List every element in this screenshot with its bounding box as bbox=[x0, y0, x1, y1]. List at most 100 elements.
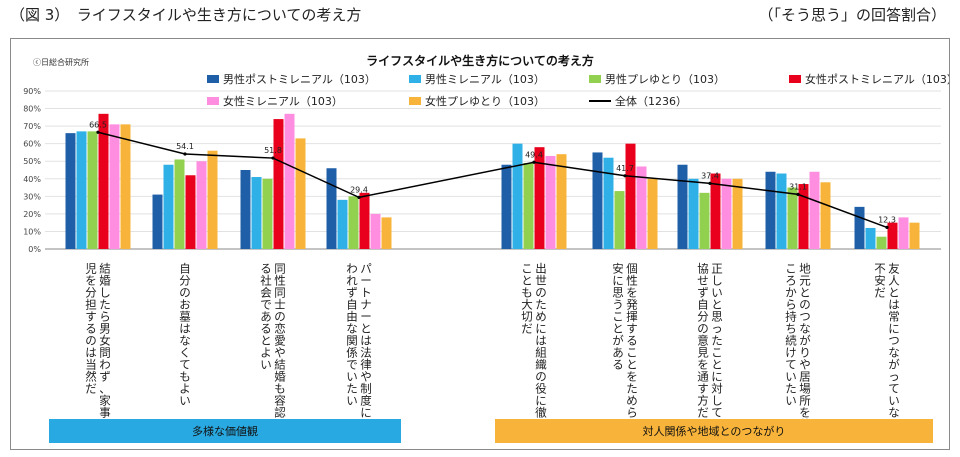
chart-source: ⓒ日総合研究所 bbox=[33, 57, 89, 67]
chart-frame: ライフスタイルや生き方についての考え方 ⓒ日総合研究所 0% 10% 20% 30% 4… bbox=[10, 38, 950, 450]
bar bbox=[787, 187, 798, 249]
bar bbox=[295, 138, 306, 249]
legend-swatch bbox=[589, 75, 601, 83]
bars bbox=[65, 113, 920, 249]
category-label: 友人とは常につながっていないと不安だ bbox=[874, 262, 900, 444]
bar bbox=[523, 162, 534, 249]
category-label: 個性を発揮することをためらい不安に思うことがある bbox=[612, 262, 638, 444]
total-point bbox=[708, 181, 712, 185]
legend-label: 女性ミレニアル（103） bbox=[223, 94, 343, 108]
total-data-label: 54.1 bbox=[176, 142, 194, 151]
bar bbox=[207, 150, 218, 249]
bar bbox=[251, 177, 262, 249]
bar bbox=[556, 154, 567, 249]
total-point bbox=[796, 192, 800, 197]
bar bbox=[699, 192, 710, 249]
y-tick-label: 30% bbox=[23, 192, 41, 201]
y-tick-label: 10% bbox=[23, 227, 41, 236]
category-labels: 結婚したら男女問わず、家事や育児を分担するのは当然だ 自分のお墓はなくてもよい 同性… bbox=[85, 262, 900, 444]
total-data-label: 29.4 bbox=[350, 185, 368, 194]
legend-label: 男性プレゆとり（103） bbox=[605, 72, 725, 86]
bar bbox=[326, 168, 337, 249]
figure-note: （「そう思う」の回答割合） bbox=[758, 6, 946, 24]
total-data-label: 41.7 bbox=[616, 164, 634, 173]
bar bbox=[647, 178, 658, 249]
total-data-label: 12.3 bbox=[878, 215, 896, 224]
bar bbox=[337, 199, 348, 249]
group-label: 多様な価値観 bbox=[192, 424, 258, 438]
category-label: 自分のお墓はなくてもよい bbox=[179, 262, 191, 408]
y-tick-label: 50% bbox=[23, 157, 41, 166]
total-data-label: 49.4 bbox=[525, 150, 543, 159]
category-label: 出世のためには組織の役に徹することも大切だ bbox=[521, 262, 547, 444]
bar bbox=[534, 147, 545, 249]
total-point bbox=[357, 195, 361, 199]
legend-swatch bbox=[207, 97, 219, 105]
y-tick-label: 80% bbox=[23, 105, 41, 114]
y-tick-label: 70% bbox=[23, 122, 41, 131]
bar bbox=[545, 155, 556, 249]
y-tick-label: 90% bbox=[23, 87, 41, 96]
total-line: 66.5 54.1 51.8 29.4 49.4 41.7 37.4 31.1 12.3 bbox=[89, 120, 896, 230]
bar bbox=[120, 124, 131, 249]
bar bbox=[174, 159, 185, 249]
y-tick-label: 40% bbox=[23, 175, 41, 184]
bar bbox=[798, 184, 809, 249]
group-band bbox=[49, 419, 401, 443]
bar bbox=[732, 178, 743, 249]
group-bands: 多様な価値観 対人関係や地域とのつながり bbox=[49, 419, 933, 443]
legend-label: 男性ポストミレニアル（103） bbox=[223, 72, 376, 86]
legend-swatch bbox=[207, 75, 219, 83]
legend-label: 女性ポストミレニアル（103） bbox=[805, 72, 949, 86]
bar bbox=[809, 171, 820, 249]
total-point bbox=[183, 152, 187, 156]
bar bbox=[98, 113, 109, 249]
legend-swatch bbox=[789, 75, 801, 83]
bar bbox=[370, 213, 381, 249]
bar bbox=[625, 143, 636, 249]
bar bbox=[76, 131, 87, 249]
bar bbox=[273, 119, 284, 249]
total-data-label: 37.4 bbox=[701, 171, 719, 180]
category-label: 正しいと思ったことに対しては妥協せず自分の意見を通す方だ bbox=[697, 262, 723, 444]
total-point bbox=[532, 160, 536, 164]
bar bbox=[603, 157, 614, 249]
legend-label: 全体（1236） bbox=[615, 94, 687, 108]
bar bbox=[381, 217, 392, 249]
bar-chart: ライフスタイルや生き方についての考え方 ⓒ日総合研究所 0% 10% 20% 30% 4… bbox=[23, 53, 949, 444]
bar bbox=[592, 152, 603, 249]
bar bbox=[284, 113, 295, 249]
bar bbox=[876, 236, 887, 249]
total-data-label: 51.8 bbox=[264, 146, 282, 155]
bar bbox=[512, 143, 523, 249]
legend-label: 女性プレゆとり（103） bbox=[425, 94, 545, 108]
total-data-label: 66.5 bbox=[89, 120, 107, 129]
bar bbox=[765, 171, 776, 249]
bar bbox=[776, 173, 787, 249]
bar bbox=[185, 175, 196, 249]
legend: 男性ポストミレニアル（103） 男性ミレニアル（103） 男性プレゆとり（103） 女… bbox=[207, 72, 949, 108]
group-label: 対人関係や地域とのつながり bbox=[643, 424, 786, 438]
bar bbox=[87, 131, 98, 249]
bar bbox=[636, 166, 647, 249]
bar bbox=[163, 164, 174, 249]
y-tick-label: 0% bbox=[28, 245, 41, 254]
y-tick-label: 60% bbox=[23, 140, 41, 149]
bar bbox=[348, 196, 359, 249]
bar bbox=[65, 133, 76, 249]
bar bbox=[152, 194, 163, 249]
category-label: 地元とのつながりや居場所を若いころから持ち続けていたい bbox=[785, 262, 811, 444]
bar bbox=[196, 161, 207, 249]
bar bbox=[710, 173, 721, 249]
category-label: 同性同士の恋愛や結婚も容認できる社会であるとよい bbox=[260, 262, 286, 444]
legend-swatch bbox=[409, 97, 421, 105]
bar bbox=[359, 192, 370, 249]
bar bbox=[820, 182, 831, 249]
y-tick-label: 20% bbox=[23, 210, 41, 219]
legend-swatch bbox=[409, 75, 421, 83]
bar bbox=[865, 227, 876, 249]
total-point bbox=[623, 174, 627, 178]
legend-label: 男性ミレニアル（103） bbox=[425, 72, 545, 86]
total-point bbox=[885, 225, 889, 230]
figure-title: （図 3） ライフスタイルや生き方についての考え方 bbox=[10, 6, 362, 24]
